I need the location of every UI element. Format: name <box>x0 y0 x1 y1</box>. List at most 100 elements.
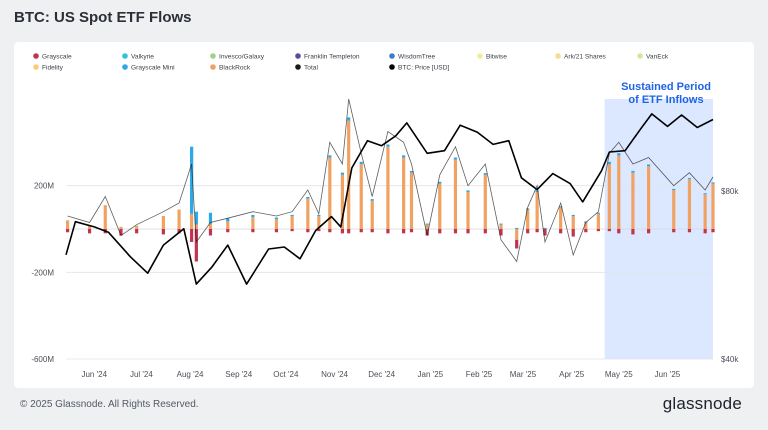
bar-blackrock <box>340 174 344 229</box>
bar-blackrock <box>328 157 332 229</box>
bar-grayscale <box>584 229 588 233</box>
legend-item: Fidelity <box>33 64 64 71</box>
bar-grayscale-mini <box>340 172 344 175</box>
bar-blackrock <box>409 172 414 229</box>
y-left-tick-label: -200M <box>31 268 54 277</box>
y-left-tick-label: -600M <box>31 355 54 364</box>
bar-grayscale-mini <box>190 146 194 214</box>
bar-grayscale <box>290 229 294 232</box>
legend-swatch <box>33 53 39 59</box>
bar-grayscale <box>703 229 707 234</box>
bar-grayscale-mini <box>466 190 470 193</box>
bar-blackrock <box>402 157 406 229</box>
legend-label: BTC: Price [USD] <box>398 64 449 71</box>
bar-grayscale-mini <box>711 182 715 184</box>
bar-grayscale <box>347 229 351 234</box>
bar-blackrock <box>347 120 351 229</box>
bar-grayscale <box>135 229 139 234</box>
legend-item: BlackRock <box>210 64 251 71</box>
bar-grayscale <box>631 229 635 235</box>
bar-grayscale-mini <box>425 223 429 225</box>
y-right-tick-label: $80k <box>721 187 739 196</box>
bar-grayscale <box>466 229 470 234</box>
bar-grayscale-mini <box>386 144 390 147</box>
x-tick-label: Jan '25 <box>418 370 444 379</box>
bar-grayscale-mini <box>328 155 332 158</box>
bar-grayscale-mini <box>251 214 255 218</box>
legend-swatch <box>389 53 395 59</box>
bar-blackrock <box>87 225 92 229</box>
legend-item: Grayscale <box>33 53 72 60</box>
bar-grayscale <box>526 229 530 234</box>
legend-label: Fidelity <box>42 64 64 71</box>
legend-label: Grayscale Mini <box>131 64 175 71</box>
legend-item: Total <box>295 64 318 71</box>
bar-grayscale <box>453 229 458 234</box>
bar-blackrock <box>103 205 107 229</box>
x-tick-label: Dec '24 <box>368 370 395 379</box>
bar-grayscale <box>317 229 321 232</box>
bar-grayscale <box>409 229 414 233</box>
bar-grayscale-mini <box>617 153 621 156</box>
x-tick-label: Jun '24 <box>81 370 107 379</box>
bar-grayscale <box>543 229 547 236</box>
bar-grayscale <box>483 229 487 234</box>
bar-blackrock <box>687 179 692 229</box>
bar-blackrock <box>596 213 600 229</box>
bar-grayscale <box>438 229 442 234</box>
legend-item: Invesco/Galaxy <box>210 53 265 60</box>
bar-grayscale <box>359 229 363 233</box>
bar-blackrock <box>647 166 651 229</box>
bar-grayscale-mini <box>571 214 575 216</box>
legend-label: Ark/21 Shares <box>564 53 606 60</box>
bar-grayscale-mini <box>306 196 310 199</box>
bar-grayscale-mini <box>596 212 600 214</box>
legend-swatch <box>33 64 39 70</box>
bar-grayscale <box>119 229 123 236</box>
legend-label: Franklin Templeton <box>304 53 360 60</box>
bar-grayscale <box>208 229 213 236</box>
chart-card: Grayscale Valkyrie Invesco/Galaxy Franklin … <box>14 42 754 388</box>
legend-item: VanEck <box>637 53 669 60</box>
bar-grayscale <box>386 229 390 234</box>
bar-blackrock <box>226 221 230 229</box>
bar-blackrock <box>711 183 715 229</box>
bar-grayscale <box>535 229 539 233</box>
bar-grayscale-mini <box>535 190 539 193</box>
legend-item: Ark/21 Shares <box>555 53 606 60</box>
bar-blackrock <box>317 216 321 229</box>
bar-grayscale <box>370 229 374 233</box>
legend-label: Grayscale <box>42 53 72 60</box>
etf-flows-chart: Grayscale Valkyrie Invesco/Galaxy Franklin … <box>31 53 739 379</box>
bar-grayscale <box>607 229 611 232</box>
bar-grayscale <box>672 229 676 233</box>
legend-label: WisdomTree <box>398 53 435 60</box>
legend-item: BTC: Price [USD] <box>389 64 449 71</box>
bar-blackrock <box>584 222 588 229</box>
bar-grayscale-mini <box>208 212 213 224</box>
legend-swatch <box>295 64 301 70</box>
legend-swatch <box>477 53 483 59</box>
legend-item: Franklin Templeton <box>295 53 360 60</box>
bar-grayscale-mini <box>687 178 692 180</box>
bar-grayscale-mini <box>672 188 676 190</box>
x-tick-label: Apr '25 <box>559 370 585 379</box>
x-tick-label: Sep '24 <box>225 370 252 379</box>
bar-grayscale <box>194 229 198 262</box>
bar-grayscale-mini <box>370 199 374 201</box>
bar-grayscale-mini <box>499 223 503 225</box>
bar-grayscale <box>161 229 165 235</box>
annotation-line-2: of ETF Inflows <box>628 94 703 106</box>
x-tick-label: Aug '24 <box>177 370 204 379</box>
bar-blackrock <box>161 216 165 229</box>
bar-grayscale <box>190 229 194 242</box>
bar-blackrock <box>251 217 255 229</box>
bar-grayscale-mini <box>703 193 707 195</box>
bar-grayscale <box>559 229 563 234</box>
bar-grayscale <box>711 229 715 233</box>
bar-blackrock <box>453 159 458 229</box>
bar-grayscale <box>571 229 575 237</box>
lines <box>65 98 714 285</box>
legend-label: Bitwise <box>486 53 507 60</box>
legend-swatch <box>210 64 216 70</box>
